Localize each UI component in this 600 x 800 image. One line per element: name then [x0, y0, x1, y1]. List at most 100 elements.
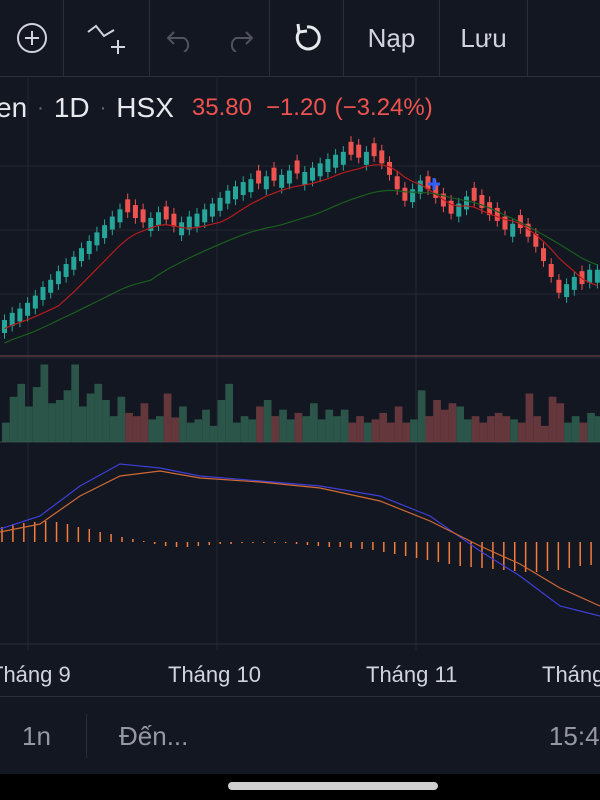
candle-body — [294, 160, 300, 174]
candle-body — [541, 248, 546, 262]
candle-body — [163, 206, 169, 220]
volume-bar — [510, 419, 518, 442]
volume-bar — [410, 419, 418, 442]
candle-body — [202, 209, 208, 223]
candle-body — [102, 225, 108, 239]
volume-bar — [9, 396, 18, 442]
last-price: 35.80 — [191, 94, 252, 121]
volume-bar — [387, 422, 395, 442]
volume-bar — [302, 416, 310, 442]
candle-body — [594, 269, 600, 283]
candle-body — [479, 195, 485, 208]
volume-bar — [163, 393, 172, 442]
volume-bar — [179, 406, 187, 442]
candle-body — [32, 295, 38, 309]
volume-bar — [556, 403, 565, 442]
save-button-label: Lưu — [460, 22, 507, 53]
volume-bar — [63, 390, 72, 442]
goto-date-button[interactable]: Đến... — [119, 720, 189, 751]
volume-bar — [587, 412, 595, 442]
redo-icon — [230, 31, 253, 52]
price-change: −1.20 — [265, 94, 327, 121]
signal-line — [0, 470, 600, 607]
volume-bar — [140, 403, 149, 442]
volume-bar — [464, 419, 472, 442]
candle-body — [340, 151, 346, 165]
candle-body — [225, 190, 231, 204]
candle-body — [356, 144, 362, 158]
volume-bar — [294, 412, 303, 442]
volume-bar — [317, 419, 326, 442]
chart-toolbar: Nạp Lưu — [0, 0, 600, 77]
candle-body — [117, 209, 123, 223]
volume-bar — [471, 416, 480, 442]
candle-body — [348, 141, 354, 155]
price-change-pct: (−3.24%) — [334, 94, 433, 121]
system-nav-bar — [0, 774, 600, 800]
load-button[interactable]: Nạp — [344, 0, 440, 76]
candle-body — [548, 264, 554, 277]
candle-body — [109, 216, 115, 230]
volume-bar — [310, 403, 318, 442]
volume-bar — [25, 406, 33, 442]
candle-body — [579, 271, 585, 285]
add-indicator-button[interactable] — [0, 0, 64, 76]
candle-body — [394, 176, 400, 190]
candle-body — [433, 184, 439, 198]
price-pane — [2, 136, 600, 344]
candle-body — [48, 279, 54, 293]
symbol-legend: en · 1D · HSX 35.80 −1.20 (−3.24%) — [0, 88, 433, 128]
volume-bar — [271, 416, 280, 442]
volume-bar — [171, 417, 180, 442]
volume-bar — [517, 422, 526, 442]
volume-bar — [325, 409, 334, 442]
volume-bar — [356, 416, 364, 442]
interval-label[interactable]: 1D — [53, 92, 90, 123]
candle-body — [410, 189, 416, 203]
volume-bar — [256, 406, 264, 442]
volume-bar — [440, 409, 449, 442]
volume-bar — [86, 393, 95, 442]
candle-body — [471, 187, 477, 201]
range-button[interactable]: 1n — [22, 720, 51, 751]
candle-body — [140, 209, 146, 223]
candle-body — [317, 163, 323, 177]
time-label-month11: Tháng 11 — [366, 662, 458, 687]
candle-body — [302, 172, 308, 185]
reload-button[interactable] — [270, 0, 344, 76]
candle-body — [271, 167, 277, 181]
candle-body — [387, 161, 392, 175]
candle-body — [456, 203, 462, 217]
draw-tool-button[interactable] — [64, 0, 150, 76]
volume-bar — [125, 412, 133, 442]
volume-bar — [548, 396, 557, 442]
volume-bar — [333, 416, 341, 442]
price-chart[interactable] — [0, 76, 600, 650]
candle-body — [179, 222, 185, 236]
candle-body — [171, 213, 177, 227]
candle-body — [2, 320, 7, 333]
volume-bar — [487, 416, 495, 442]
volume-bar — [240, 416, 249, 442]
macd-pane — [0, 463, 600, 617]
volume-bar — [225, 383, 233, 442]
volume-bar — [456, 406, 464, 442]
candle-body — [417, 180, 423, 194]
redo-button[interactable] — [210, 0, 270, 76]
volume-bar — [494, 412, 503, 442]
home-handle[interactable] — [228, 782, 438, 790]
undo-button[interactable] — [150, 0, 210, 76]
volume-bar — [217, 400, 226, 442]
candle-body — [148, 218, 154, 231]
candle-body — [448, 200, 454, 214]
volume-bar — [2, 422, 10, 442]
volume-bar — [379, 412, 387, 442]
save-button[interactable]: Lưu — [440, 0, 528, 76]
volume-bar — [541, 425, 549, 442]
candle-body — [9, 312, 15, 326]
volume-bar — [417, 390, 426, 442]
trendline-plus-icon — [86, 24, 125, 54]
volume-bar — [448, 403, 457, 442]
macd-line — [0, 463, 600, 617]
volume-bar — [525, 393, 534, 442]
